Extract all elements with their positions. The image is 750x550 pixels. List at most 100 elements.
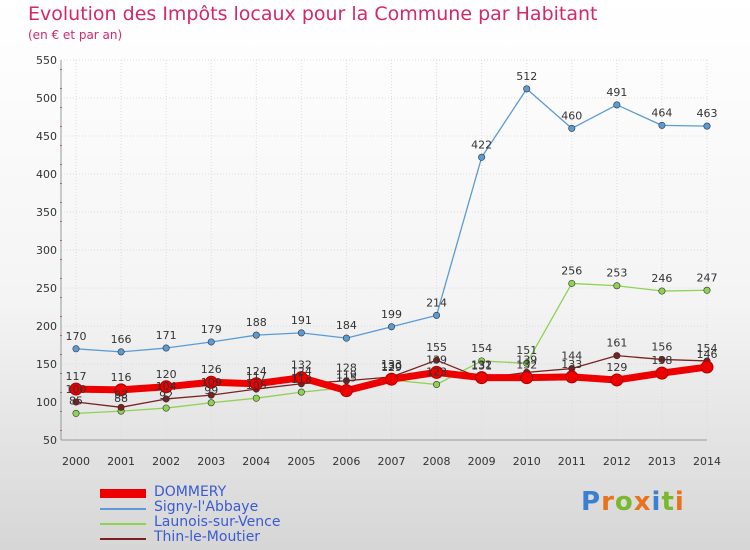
- data-point: [475, 371, 489, 385]
- data-point: [72, 398, 80, 406]
- x-tick-label: 2007: [378, 455, 406, 468]
- y-tick-label: 550: [36, 54, 57, 67]
- data-label: 214: [426, 296, 447, 309]
- data-label: 179: [201, 323, 222, 336]
- data-point: [342, 377, 350, 385]
- data-label: 133: [381, 358, 402, 371]
- data-label: 170: [66, 330, 87, 343]
- y-tick-label: 350: [36, 206, 57, 219]
- data-label: 188: [246, 316, 267, 329]
- data-point: [568, 124, 576, 132]
- data-point: [207, 391, 215, 399]
- data-label: 151: [516, 344, 537, 357]
- data-label: 422: [471, 138, 492, 151]
- data-label: 491: [606, 86, 627, 99]
- data-label: 119: [336, 369, 357, 382]
- data-label: 131: [471, 359, 492, 372]
- data-label: 144: [561, 350, 582, 363]
- data-point: [703, 286, 711, 294]
- x-tick-label: 2012: [603, 455, 631, 468]
- data-label: 139: [516, 353, 537, 366]
- data-label: 129: [606, 361, 627, 374]
- data-label: 130: [381, 360, 402, 373]
- legend-swatch: [100, 508, 146, 510]
- data-label: 100: [66, 383, 87, 396]
- x-tick-label: 2003: [197, 455, 225, 468]
- data-point: [433, 356, 441, 364]
- data-point: [69, 382, 83, 396]
- x-tick-label: 2004: [242, 455, 270, 468]
- y-tick-label: 100: [36, 396, 57, 409]
- legend-label: Thin-le-Moutier: [154, 529, 261, 545]
- x-tick-label: 2005: [287, 455, 315, 468]
- data-label: 92: [159, 389, 173, 402]
- brand-letter: r: [601, 487, 615, 517]
- x-tick-label: 2014: [693, 455, 721, 468]
- data-label: 139: [426, 353, 447, 366]
- chart-title: Evolution des Impôts locaux pour la Comm…: [28, 3, 598, 25]
- data-point: [655, 366, 669, 380]
- data-point: [385, 372, 398, 386]
- data-point: [700, 360, 714, 374]
- data-point: [252, 394, 260, 402]
- data-point: [72, 409, 80, 417]
- legend-swatch: [100, 538, 146, 540]
- data-point: [433, 311, 441, 319]
- x-tick-label: 2013: [648, 455, 676, 468]
- data-label: 156: [651, 340, 672, 353]
- data-point: [658, 287, 666, 295]
- data-label: 171: [156, 329, 177, 342]
- data-label: 146: [697, 348, 718, 361]
- data-label: 512: [516, 70, 537, 83]
- data-label: 184: [336, 319, 357, 332]
- y-tick-label: 200: [36, 320, 57, 333]
- data-point: [523, 85, 531, 93]
- brand-logo: Proxiti: [581, 487, 685, 517]
- data-label: 105: [246, 379, 267, 392]
- data-point: [207, 338, 215, 346]
- data-point: [117, 403, 125, 411]
- data-label: 104: [156, 380, 177, 393]
- data-label: 246: [651, 272, 672, 285]
- data-point: [613, 282, 621, 290]
- chart-subtitle: (en € et par an): [28, 28, 123, 42]
- data-point: [162, 404, 170, 412]
- data-point: [613, 101, 621, 109]
- data-label: 129: [381, 361, 402, 374]
- data-label: 126: [201, 363, 222, 376]
- data-label: 256: [561, 264, 582, 277]
- data-label: 253: [606, 267, 627, 280]
- data-point: [117, 348, 125, 356]
- data-point: [249, 377, 263, 391]
- data-label: 116: [111, 371, 132, 384]
- data-label: 133: [561, 358, 582, 371]
- data-label: 124: [291, 365, 312, 378]
- y-tick-label: 250: [36, 282, 57, 295]
- data-point: [610, 373, 624, 387]
- data-label: 124: [246, 365, 267, 378]
- legend-label: Signy-l'Abbaye: [154, 499, 259, 515]
- data-label: 166: [111, 333, 132, 346]
- legend-swatch: [100, 489, 146, 498]
- data-point: [297, 329, 305, 337]
- data-label: 123: [426, 366, 447, 379]
- x-tick-label: 2008: [423, 455, 451, 468]
- data-label: 463: [697, 107, 718, 120]
- data-point: [568, 279, 576, 287]
- brand-letter: x: [633, 487, 652, 517]
- data-label: 85: [69, 394, 83, 407]
- data-label: 113: [291, 373, 312, 386]
- brand-letter: i: [651, 487, 662, 517]
- data-point: [613, 352, 621, 360]
- y-tick-label: 300: [36, 244, 57, 257]
- data-point: [114, 383, 128, 397]
- data-point: [72, 345, 80, 353]
- data-point: [252, 331, 260, 339]
- data-label: 464: [651, 106, 672, 119]
- data-label: 199: [381, 308, 402, 321]
- brand-letter: o: [614, 487, 634, 517]
- data-point: [204, 375, 218, 389]
- data-label: 120: [156, 368, 177, 381]
